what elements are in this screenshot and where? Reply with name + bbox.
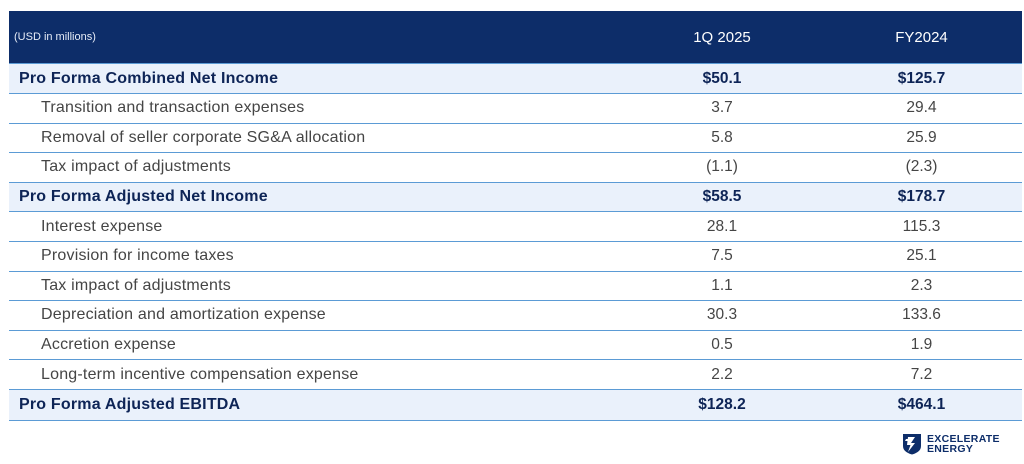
row-value-1q2025: (1.1) <box>706 158 738 176</box>
row-value-fy2024: 1.9 <box>910 336 933 354</box>
row-label: Interest expense <box>41 217 163 235</box>
row-label: Transition and transaction expenses <box>41 99 305 117</box>
row-value-fy2024: 7.2 <box>910 365 933 383</box>
table-row: Tax impact of adjustments 1.1 2.3 <box>9 272 1022 302</box>
table-row: Depreciation and amortization expense 30… <box>9 301 1022 331</box>
row-value-1q2025: 1.1 <box>711 276 733 294</box>
row-value-1q2025: $58.5 <box>702 188 742 206</box>
units-label: (USD in millions) <box>14 31 96 43</box>
column-header-fy2024: FY2024 <box>895 28 948 46</box>
row-value-1q2025: $50.1 <box>702 69 742 87</box>
brand-logo: EXCELERATE ENERGY <box>902 433 1000 455</box>
column-header-1q2025: 1Q 2025 <box>693 28 751 46</box>
brand-name: EXCELERATE ENERGY <box>927 433 1000 455</box>
row-label: Removal of seller corporate SG&A allocat… <box>41 128 366 146</box>
row-label: Depreciation and amortization expense <box>41 306 326 324</box>
row-value-fy2024: (2.3) <box>905 158 938 176</box>
row-value-1q2025: 28.1 <box>706 217 738 235</box>
row-value-fy2024: $125.7 <box>897 69 946 87</box>
row-value-1q2025: 3.7 <box>711 99 733 117</box>
table-header: (USD in millions) 1Q 2025 FY2024 <box>9 11 1022 63</box>
row-label: Pro Forma Combined Net Income <box>19 69 279 87</box>
row-label: Tax impact of adjustments <box>41 276 231 294</box>
table-row: Pro Forma Adjusted Net Income $58.5 $178… <box>9 182 1022 213</box>
brand-line-1: EXCELERATE <box>927 433 1000 445</box>
row-value-fy2024: 115.3 <box>902 217 941 235</box>
row-label: Long-term incentive compensation expense <box>41 365 359 383</box>
row-value-1q2025: 7.5 <box>711 247 733 265</box>
row-value-fy2024: 2.3 <box>910 276 933 294</box>
table-row: Accretion expense 0.5 1.9 <box>9 331 1022 361</box>
table-row: Long-term incentive compensation expense… <box>9 360 1022 390</box>
row-value-fy2024: $464.1 <box>897 395 946 413</box>
row-value-1q2025: 2.2 <box>711 365 733 383</box>
row-value-fy2024: $178.7 <box>897 188 946 206</box>
row-value-fy2024: 29.4 <box>906 99 937 117</box>
reconciliation-table: (USD in millions) 1Q 2025 FY2024 Pro For… <box>9 11 1022 421</box>
row-value-fy2024: 25.1 <box>906 247 937 265</box>
row-label: Pro Forma Adjusted Net Income <box>19 188 268 206</box>
row-value-fy2024: 133.6 <box>902 306 941 324</box>
row-value-1q2025: 0.5 <box>711 336 733 354</box>
table-row: Pro Forma Combined Net Income $50.1 $125… <box>9 63 1022 94</box>
row-label: Pro Forma Adjusted EBITDA <box>19 395 241 413</box>
row-value-1q2025: $128.2 <box>698 395 746 413</box>
row-value-1q2025: 5.8 <box>711 128 733 146</box>
table-row: Pro Forma Adjusted EBITDA $128.2 $464.1 <box>9 389 1022 421</box>
row-label: Provision for income taxes <box>41 247 234 265</box>
row-label: Accretion expense <box>41 336 177 354</box>
brand-line-2: ENERGY <box>927 443 974 455</box>
row-value-1q2025: 30.3 <box>706 306 738 324</box>
table-row: Removal of seller corporate SG&A allocat… <box>9 124 1022 154</box>
table-row: Tax impact of adjustments (1.1) (2.3) <box>9 153 1022 183</box>
table-row: Provision for income taxes 7.5 25.1 <box>9 242 1022 272</box>
excelerate-logo-icon <box>903 434 921 455</box>
row-label: Tax impact of adjustments <box>41 158 231 176</box>
table-row: Transition and transaction expenses 3.7 … <box>9 94 1022 124</box>
row-value-fy2024: 25.9 <box>906 128 937 146</box>
table-row: Interest expense 28.1 115.3 <box>9 212 1022 242</box>
